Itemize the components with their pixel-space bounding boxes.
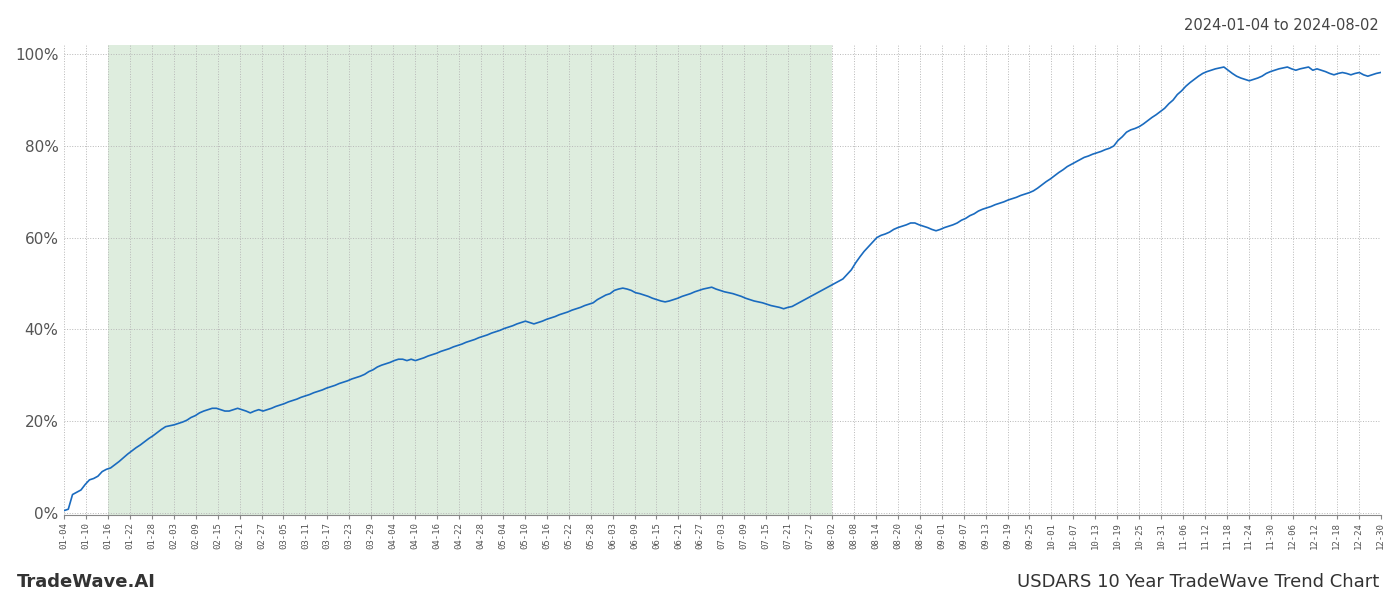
- Text: TradeWave.AI: TradeWave.AI: [17, 573, 155, 591]
- Bar: [108, 45, 832, 515]
- Text: USDARS 10 Year TradeWave Trend Chart: USDARS 10 Year TradeWave Trend Chart: [1016, 573, 1379, 591]
- Text: 2024-01-04 to 2024-08-02: 2024-01-04 to 2024-08-02: [1184, 18, 1379, 33]
